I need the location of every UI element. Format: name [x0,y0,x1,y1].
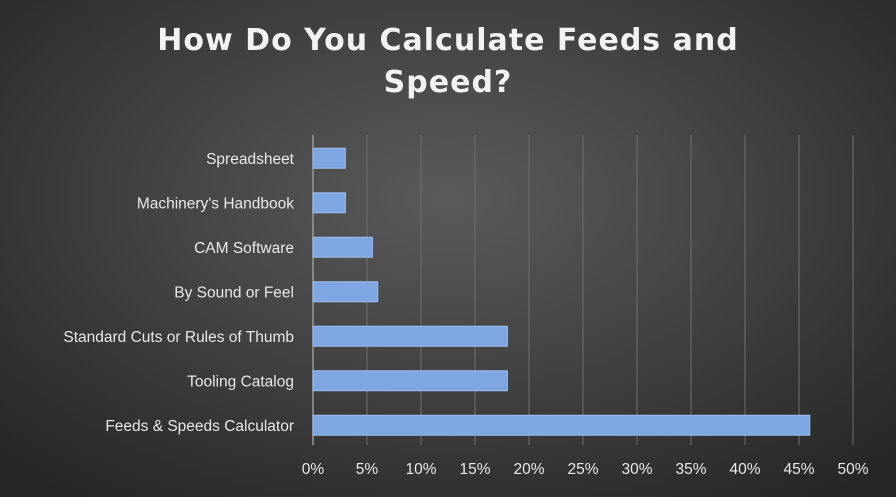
x-tick-label: 15% [459,461,490,478]
bar [312,370,508,392]
chart-title: How Do You Calculate Feeds and Speed? [157,23,739,100]
bar [312,325,508,347]
x-tick-label: 30% [621,461,652,478]
bar [312,236,373,258]
x-tick-label: 0% [302,461,325,478]
category-label: Tooling Catalog [187,373,294,390]
x-tick-label: 10% [405,461,436,478]
x-tick-label: 40% [729,461,760,478]
category-label: By Sound or Feel [174,284,294,301]
x-tick-label: 45% [783,461,814,478]
category-labels: Spreadsheet Machinery's Handbook CAM Softw… [63,151,294,435]
category-label: Feeds & Speeds Calculator [105,418,294,435]
bar [312,147,346,169]
x-tick-label: 5% [356,461,379,478]
bar [312,414,811,436]
x-tick-label: 50% [837,461,868,478]
gridlines [312,135,854,445]
bars [312,147,811,436]
bar [312,192,346,214]
bar [312,281,379,303]
x-tick-labels: 0% 5% 10% 15% 20% 25% 30% 35% 40% 45% 50% [302,461,869,478]
x-tick-label: 25% [567,461,598,478]
x-tick-label: 20% [513,461,544,478]
category-label: CAM Software [194,240,294,257]
x-tick-label: 35% [675,461,706,478]
category-label: Machinery's Handbook [137,195,294,212]
category-label: Standard Cuts or Rules of Thumb [63,329,294,346]
category-label: Spreadsheet [206,151,295,168]
